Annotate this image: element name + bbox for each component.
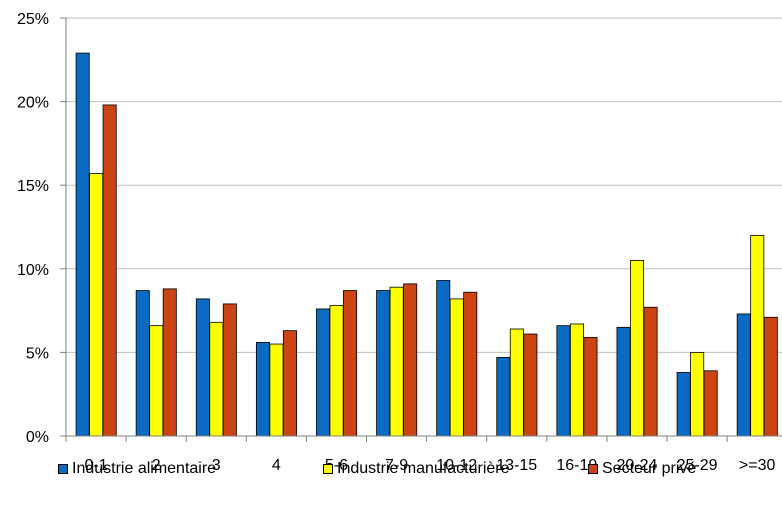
legend-swatch <box>588 464 598 474</box>
bar-secteur-prive <box>282 330 297 437</box>
bar-industrie-alimentaire <box>676 372 691 437</box>
x-tick-label: 2 <box>152 457 161 474</box>
bar-industrie-alimentaire <box>616 326 631 437</box>
bar-secteur-prive <box>343 290 358 437</box>
bar-industrie-manufacturiere <box>149 325 164 437</box>
legend-item: Industrie alimentaire <box>58 460 216 478</box>
bar-industrie-manufacturiere <box>329 305 344 437</box>
bar-industrie-alimentaire <box>436 280 451 437</box>
bar-secteur-prive <box>523 333 538 437</box>
legend-item: Secteur privé <box>588 460 696 478</box>
bar-industrie-manufacturiere <box>449 298 464 437</box>
x-tick-label: 3 <box>212 457 221 474</box>
y-tick-label: 20% <box>17 95 49 112</box>
bar-industrie-alimentaire <box>195 298 210 437</box>
bar-industrie-manufacturiere <box>750 234 765 437</box>
bar-industrie-alimentaire <box>75 52 90 437</box>
bar-industrie-manufacturiere <box>389 286 404 437</box>
bar-industrie-manufacturiere <box>509 328 524 437</box>
bar-industrie-manufacturiere <box>269 343 284 437</box>
y-axis-tick-labels: 0% 5% 10% 15% 20% 25% <box>17 11 49 446</box>
bar-industrie-alimentaire <box>556 325 571 437</box>
x-tick-label: 13-15 <box>496 457 537 474</box>
y-tick-label: 15% <box>17 178 49 195</box>
y-tick-label: 5% <box>26 345 49 362</box>
legend-label: Secteur privé <box>602 460 697 477</box>
gridlines <box>66 17 782 353</box>
bar-industrie-manufacturiere <box>209 321 224 437</box>
y-tick-label: 10% <box>17 262 49 279</box>
bar-secteur-prive <box>403 283 418 437</box>
legend-swatch <box>58 464 68 474</box>
legend-label: Industrie alimentaire <box>72 460 217 477</box>
legend-label: Industrie manufacturière <box>337 460 510 477</box>
bar-secteur-prive <box>643 306 658 437</box>
x-tick-label: 20-24 <box>616 457 657 474</box>
bar-industrie-alimentaire <box>736 313 751 437</box>
bar-secteur-prive <box>102 104 117 437</box>
x-tick-label: >=30 <box>739 457 776 474</box>
y-tick-label: 25% <box>17 11 49 28</box>
x-tick-label: 16-19 <box>556 457 597 474</box>
bars <box>75 52 778 437</box>
x-tick-label: 4 <box>272 457 281 474</box>
x-tick-label: 0-1 <box>84 457 107 474</box>
bar-secteur-prive <box>222 303 237 437</box>
bar-secteur-prive <box>583 336 598 437</box>
bar-industrie-alimentaire <box>496 357 511 437</box>
x-tick-label: 10-12 <box>436 457 477 474</box>
y-tick-label: 0% <box>26 429 49 446</box>
bar-industrie-manufacturiere <box>89 173 104 437</box>
axes <box>60 17 782 442</box>
x-tick-label: 7-9 <box>385 457 408 474</box>
bar-industrie-manufacturiere <box>630 260 645 437</box>
bar-secteur-prive <box>763 316 778 437</box>
bar-secteur-prive <box>703 370 718 437</box>
bar-industrie-alimentaire <box>255 341 270 437</box>
x-tick-label: 25-29 <box>677 457 718 474</box>
legend-swatch <box>323 464 333 474</box>
bar-secteur-prive <box>463 291 478 437</box>
bar-industrie-manufacturiere <box>690 351 705 437</box>
bar-industrie-alimentaire <box>316 308 331 437</box>
bar-industrie-alimentaire <box>376 290 391 437</box>
bar-industrie-manufacturiere <box>569 323 584 437</box>
legend: Industrie alimentaire Industrie manufactu… <box>58 460 778 488</box>
legend-item: Industrie manufacturière <box>323 460 510 478</box>
bar-secteur-prive <box>162 288 177 437</box>
bar-industrie-alimentaire <box>135 290 150 437</box>
